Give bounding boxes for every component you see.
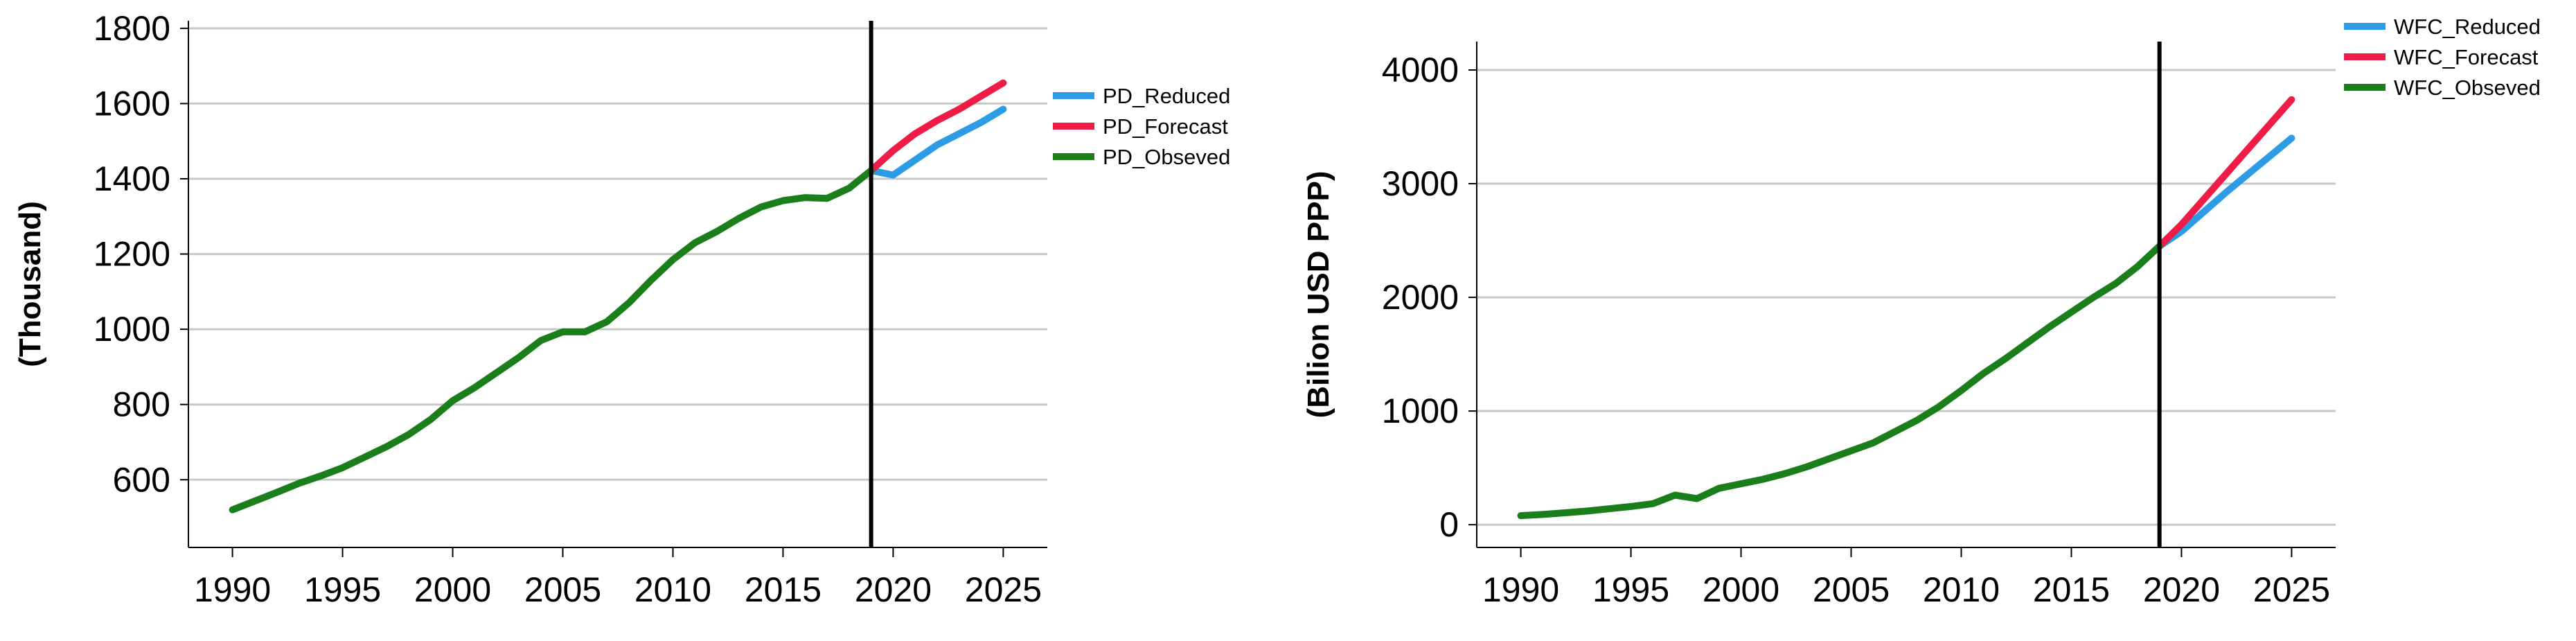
- wfc-series-line-wfc-obseved: [1517, 243, 2163, 520]
- pd-x-tick-label: 2020: [855, 570, 932, 609]
- pd-y-ticks: 600 800 1000 1200 1400 1600 1800: [94, 9, 188, 499]
- pd-x-tick-label: 2010: [634, 570, 711, 609]
- wfc-y-tick-label: 0: [1439, 505, 1459, 544]
- pd-legend-item: PD_Reduced: [1053, 84, 1230, 108]
- wfc-x-tick-label: 2010: [1923, 570, 2000, 609]
- pd-chart-panel: 600 800 1000 1200 1400 1600 1800 1990 1995 2000 2…: [13, 9, 1230, 609]
- wfc-legend: WFC_Reduced WFC_Forecast WFC_Obseved: [2344, 15, 2541, 100]
- pd-y-tick-label: 1600: [94, 84, 170, 123]
- wfc-series-line-wfc-reduced: [2156, 134, 2295, 250]
- pd-x-tick-label: 2025: [965, 570, 1042, 609]
- wfc-legend-item: WFC_Reduced: [2344, 15, 2541, 39]
- pd-y-tick-label: 1200: [94, 235, 170, 274]
- wfc-y-tick-label: 1000: [1382, 392, 1459, 430]
- wfc-y-tick-label: 3000: [1382, 164, 1459, 203]
- wfc-y-tick-label: 2000: [1382, 278, 1459, 317]
- wfc-legend-label: WFC_Forecast: [2394, 45, 2539, 69]
- pd-x-tick-label: 1990: [194, 570, 271, 609]
- wfc-y-tick-label: 4000: [1382, 51, 1459, 89]
- pd-y-tick-label: 1400: [94, 159, 170, 198]
- wfc-x-tick-label: 1990: [1482, 570, 1559, 609]
- pd-y-tick-label: 1800: [94, 9, 170, 48]
- pd-legend-label: PD_Reduced: [1103, 84, 1230, 108]
- pd-x-tick-label: 2015: [745, 570, 821, 609]
- pd-x-tick-label: 2005: [524, 570, 601, 609]
- wfc-y-axis-label: (Bilion USD PPP): [1302, 171, 1335, 419]
- wfc-legend-label: WFC_Reduced: [2394, 15, 2541, 39]
- pd-series-line-pd-obseved: [229, 167, 875, 513]
- wfc-x-tick-label: 1995: [1592, 570, 1669, 609]
- wfc-x-tick-label: 2015: [2033, 570, 2110, 609]
- pd-x-ticks: 1990 1995 2000 2005 2010 2015 2020 2025: [194, 547, 1042, 609]
- pd-x-tick-label: 1995: [304, 570, 381, 609]
- pd-legend-item: PD_Obseved: [1053, 145, 1230, 169]
- pd-x-tick-label: 2000: [414, 570, 491, 609]
- wfc-x-tick-label: 2020: [2143, 570, 2220, 609]
- wfc-series-lines: [1517, 96, 2295, 520]
- pd-y-tick-label: 800: [113, 385, 170, 424]
- wfc-gridlines: [1477, 69, 2336, 526]
- pd-legend-label: PD_Forecast: [1103, 114, 1228, 139]
- wfc-y-ticks: 0 1000 2000 3000 4000: [1382, 51, 1477, 544]
- pd-legend-item: PD_Forecast: [1053, 114, 1228, 139]
- wfc-chart-panel: 0 1000 2000 3000 4000 1990 1995 2000 2005 2010 20…: [1302, 15, 2541, 609]
- pd-series-lines: [229, 79, 1007, 513]
- wfc-legend-label: WFC_Obseved: [2394, 76, 2541, 100]
- wfc-legend-item: WFC_Forecast: [2344, 45, 2539, 69]
- pd-series-line-pd-forecast: [867, 79, 1007, 175]
- pd-legend: PD_Reduced PD_Forecast PD_Obseved: [1053, 84, 1230, 169]
- wfc-series-line-wfc-forecast: [2156, 96, 2295, 250]
- pd-y-axis-label: (Thousand): [13, 201, 47, 367]
- pd-gridlines: [188, 27, 1047, 481]
- wfc-x-tick-label: 2025: [2253, 570, 2330, 609]
- pd-y-tick-label: 1000: [94, 310, 170, 349]
- pd-y-tick-label: 600: [113, 460, 170, 499]
- pd-legend-label: PD_Obseved: [1103, 145, 1230, 169]
- wfc-x-ticks: 1990 1995 2000 2005 2010 2015 2020 2025: [1482, 547, 2330, 609]
- wfc-x-tick-label: 2000: [1703, 570, 1779, 609]
- wfc-legend-item: WFC_Obseved: [2344, 76, 2541, 100]
- pd-series-line-pd-reduced: [867, 105, 1007, 179]
- wfc-x-tick-label: 2005: [1813, 570, 1890, 609]
